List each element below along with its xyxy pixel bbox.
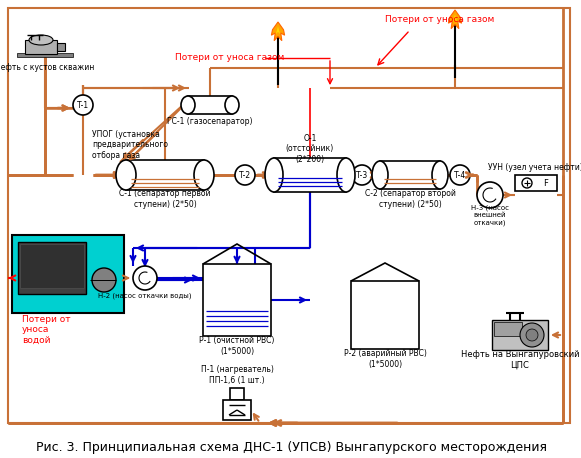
Circle shape <box>522 178 532 188</box>
Circle shape <box>352 165 372 185</box>
Bar <box>492 320 548 350</box>
Text: УУН (узел учета нефти): УУН (узел учета нефти) <box>487 164 581 173</box>
Polygon shape <box>449 10 461 29</box>
Ellipse shape <box>265 158 283 192</box>
Circle shape <box>450 165 470 185</box>
Polygon shape <box>276 27 280 34</box>
Circle shape <box>73 95 93 115</box>
Ellipse shape <box>194 160 214 190</box>
Text: Потери от
уноса
водой: Потери от уноса водой <box>22 315 71 345</box>
Polygon shape <box>271 22 285 41</box>
Bar <box>12 235 124 313</box>
Text: УПОГ (установка
предварительного
отбора газа: УПОГ (установка предварительного отбора … <box>92 130 168 160</box>
Text: С-2 (сепаратор второй
ступени) (2*50): С-2 (сепаратор второй ступени) (2*50) <box>364 189 456 209</box>
Text: Т-1: Т-1 <box>77 100 89 109</box>
Text: Потери от уноса газом: Потери от уноса газом <box>385 16 494 24</box>
Text: О-1
(отстойник)
(2*200): О-1 (отстойник) (2*200) <box>286 134 334 164</box>
Text: Нефть на Вынгапуровский
ЦПС: Нефть на Вынгапуровский ЦПС <box>461 350 579 370</box>
Bar <box>515 175 557 191</box>
Circle shape <box>133 266 157 290</box>
Bar <box>380 161 440 189</box>
Circle shape <box>526 329 538 341</box>
Polygon shape <box>453 14 457 22</box>
Ellipse shape <box>181 96 195 114</box>
Circle shape <box>92 268 116 292</box>
Bar <box>223 400 251 420</box>
Text: Т-4: Т-4 <box>454 170 466 180</box>
Text: ГС-1 (газосепаратор): ГС-1 (газосепаратор) <box>167 116 253 125</box>
Bar <box>230 388 244 400</box>
Circle shape <box>477 182 503 208</box>
Bar <box>188 96 232 114</box>
Ellipse shape <box>372 161 388 189</box>
Text: С-1 (сепаратор первой
ступени) (2*50): С-1 (сепаратор первой ступени) (2*50) <box>119 189 211 209</box>
Bar <box>351 281 419 349</box>
Text: Р-1 (очистной РВС)
(1*5000): Р-1 (очистной РВС) (1*5000) <box>199 336 275 356</box>
Text: Н-3 (насос
внешней
откачки): Н-3 (насос внешней откачки) <box>471 205 509 225</box>
Text: Н-2 (насос откачки воды): Н-2 (насос откачки воды) <box>98 293 192 299</box>
Bar <box>274 158 346 192</box>
Bar <box>57 43 65 51</box>
Ellipse shape <box>432 161 448 189</box>
Bar <box>126 160 204 190</box>
Text: Т-2: Т-2 <box>239 170 251 180</box>
Ellipse shape <box>337 158 355 192</box>
Text: Потери от уноса газом: Потери от уноса газом <box>175 54 284 62</box>
Ellipse shape <box>116 160 136 190</box>
Text: Рис. 3. Принципиальная схема ДНС-1 (УПСВ) Вынгапурского месторождения: Рис. 3. Принципиальная схема ДНС-1 (УПСВ… <box>35 442 547 454</box>
Bar <box>18 242 86 294</box>
Bar <box>20 244 84 288</box>
Bar <box>203 264 271 336</box>
Text: П-1 (нагреватель)
ПП-1,6 (1 шт.): П-1 (нагреватель) ПП-1,6 (1 шт.) <box>200 365 274 385</box>
Bar <box>17 53 73 57</box>
Text: Нефть с кустов скважин: Нефть с кустов скважин <box>0 64 95 72</box>
Text: F: F <box>544 179 548 187</box>
Bar <box>494 322 522 336</box>
Ellipse shape <box>29 35 53 45</box>
Bar <box>25 40 57 54</box>
Text: Р-2 (аварийный РВС)
(1*5000): Р-2 (аварийный РВС) (1*5000) <box>343 349 426 369</box>
Ellipse shape <box>225 96 239 114</box>
Circle shape <box>520 323 544 347</box>
Circle shape <box>235 165 255 185</box>
Text: Т-3: Т-3 <box>356 170 368 180</box>
